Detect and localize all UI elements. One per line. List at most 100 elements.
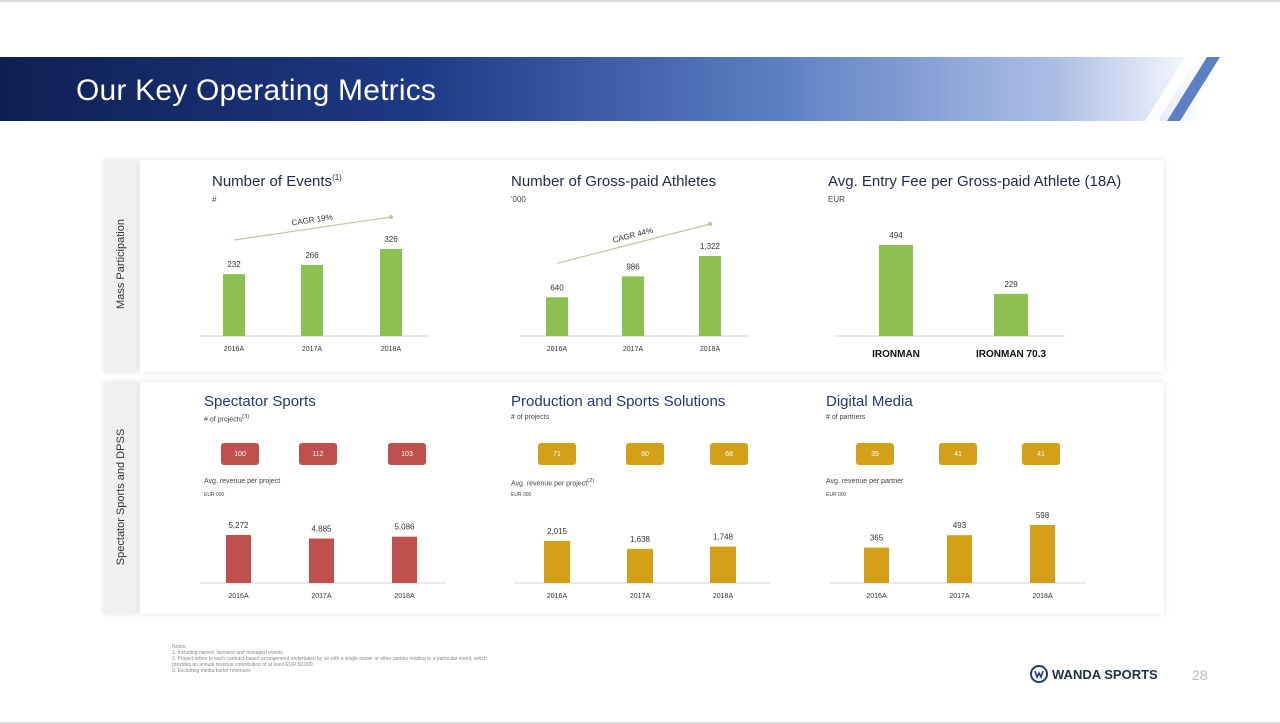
value-label-2016A: 365	[870, 534, 884, 543]
value-label-2017A: 1,638	[630, 535, 651, 544]
bar-2018A	[392, 536, 417, 583]
bar-2016A	[864, 547, 889, 583]
chart-athletes: 640 2016A 986 2017A 1,322 2018A CAGR 44%	[520, 222, 750, 353]
bar-2016A	[226, 535, 251, 583]
bar-2017A	[947, 535, 972, 583]
tick-label-2018A: 2018A	[700, 346, 721, 353]
bar-2017A	[622, 276, 644, 336]
section-label-mass-participation: Mass Participation	[115, 219, 127, 309]
chart-entry-fee: 494 229 IRONMAN IRONMAN 70.3	[835, 231, 1065, 360]
cagr-label: CAGR 19%	[291, 213, 333, 228]
chart-title-spectator: Spectator Sports	[204, 393, 316, 410]
project-count-2016A: 100	[221, 443, 259, 465]
tick-label-2017A: 2017A	[623, 346, 644, 353]
value-label-2018A: 1,322	[700, 242, 721, 251]
chart-digital: 365 2016A 493 2017A 598 2018A	[830, 511, 1085, 600]
title-banner	[0, 57, 1205, 121]
chart-title-entry-fee: Avg. Entry Fee per Gross-paid Athlete (1…	[828, 173, 1122, 190]
rev-unit-digital: EUR 000	[826, 492, 847, 498]
tick-label-2016A: 2016A	[547, 593, 568, 600]
rev-label-spectator: Avg. revenue per project	[204, 478, 281, 485]
value-label-2017A: 4,885	[311, 525, 332, 534]
bar-2016A	[223, 274, 245, 336]
value-label-2016A: 5,272	[228, 521, 249, 530]
bar-2018A	[710, 546, 736, 583]
bar-2018A	[1030, 525, 1055, 583]
value-label-2018A: 598	[1036, 511, 1050, 520]
rev-unit-spectator: EUR 000	[204, 492, 225, 498]
footnote-2: 2. Project refers to each contract-based…	[172, 656, 487, 662]
tick-label-2017A: 2017A	[630, 593, 651, 600]
partner-count-2018A: 41	[1022, 443, 1060, 465]
value-label-2017A: 986	[626, 262, 640, 271]
value-label-2018A: 1,748	[713, 533, 734, 542]
tick-label-2018A: 2018A	[1032, 593, 1053, 600]
tick-label-2018A: 2018A	[394, 593, 415, 600]
value-label-2018A: 5,086	[394, 523, 415, 532]
rev-unit-production: EUR 000	[511, 492, 532, 498]
tick-label-2016A: 2016A	[547, 346, 568, 353]
bar-2018A	[699, 256, 721, 336]
page-title: Our Key Operating Metrics	[76, 74, 437, 107]
cagr-label: CAGR 44%	[612, 226, 654, 245]
tick-label-2016A: 2016A	[228, 593, 249, 600]
count-label-production: # of projects	[511, 414, 550, 421]
brand-name: WANDA SPORTS	[1052, 666, 1158, 682]
section-sidebar-top	[104, 160, 138, 372]
tick-label-2017A: 2017A	[311, 593, 332, 600]
section-sidebar-bottom	[104, 382, 138, 614]
value-label-2016A: 232	[227, 260, 241, 269]
bar-IRONMAN	[879, 245, 913, 336]
project-count-2017A: 112	[299, 443, 337, 465]
section-label-spectator: Spectator Sports and DPSS	[115, 428, 127, 566]
count-label-spectator: # of projects(3)	[204, 414, 250, 424]
page-number: 28	[1192, 667, 1208, 683]
tick-label-2017A: 2017A	[949, 593, 970, 600]
bar-2016A	[546, 297, 568, 336]
ironman-70-3-logo-label: IRONMAN 70.3	[976, 349, 1046, 360]
value-label-2017A: 266	[305, 251, 319, 260]
chart-title-production: Production and Sports Solutions	[511, 393, 726, 410]
chart-unit-athletes: '000	[511, 195, 526, 204]
partner-count-2017A: 41	[939, 443, 977, 465]
brand-logo: WANDA SPORTS	[1030, 665, 1158, 683]
footnotes: Notes: 1. Including owned, licensed and …	[172, 644, 487, 674]
cagr-arrow-head	[708, 222, 712, 226]
tick-label-2018A: 2018A	[381, 346, 402, 353]
value-label-2016A: 2,015	[547, 527, 568, 536]
footnote-3: 3. Excluding media barter revenues	[172, 668, 251, 674]
footnote-1: 1. Including owned, licensed and managed…	[172, 650, 283, 656]
chart-unit-events: #	[212, 195, 217, 204]
bar-2018A	[380, 249, 402, 336]
bar-2017A	[309, 538, 334, 583]
count-label-digital: # of partners	[826, 414, 866, 421]
tick-label-2018A: 2018A	[713, 593, 734, 600]
value-label-2016A: 640	[550, 283, 564, 292]
chart-events: 232 2016A 266 2017A 326 2018A CAGR 19%	[200, 213, 430, 353]
bottom-border	[0, 722, 1280, 724]
rev-label-digital: Avg. revenue per partner	[826, 478, 904, 485]
chart-production: 2,015 2016A 1,638 2017A 1,748 2018A	[515, 527, 770, 600]
banner-stripes-decoration	[1145, 57, 1220, 121]
chart-title-events: Number of Events(1)	[212, 173, 342, 190]
rev-label-production: Avg. revenue per project(2)	[511, 478, 595, 488]
cagr-arrow-line	[556, 223, 711, 264]
value-label-2018A: 326	[384, 235, 398, 244]
value-label-IRONMAN 70.3: 229	[1004, 280, 1018, 289]
chart-spectator: 5,272 2016A 4,885 2017A 5,086 2018A	[200, 521, 445, 600]
cagr-arrow-line	[233, 216, 392, 241]
top-border	[0, 0, 1280, 2]
chart-unit-entry-fee: EUR	[828, 195, 845, 204]
bar-2016A	[544, 541, 570, 583]
project-count-2018A: 103	[388, 443, 426, 465]
chart-title-digital: Digital Media	[826, 393, 913, 410]
footnote-heading: Notes:	[172, 644, 187, 650]
footnote-2-cont: provides an annual revenue contribution …	[172, 662, 313, 668]
partner-count-2016A: 35	[856, 443, 894, 465]
project-count-2016A: 71	[538, 443, 576, 465]
tick-label-2016A: 2016A	[224, 346, 245, 353]
ironman-logo-label: IRONMAN	[872, 349, 920, 360]
value-label-2017A: 493	[953, 521, 967, 530]
wanda-logo-icon	[1030, 665, 1048, 683]
project-count-2018A: 68	[710, 443, 748, 465]
